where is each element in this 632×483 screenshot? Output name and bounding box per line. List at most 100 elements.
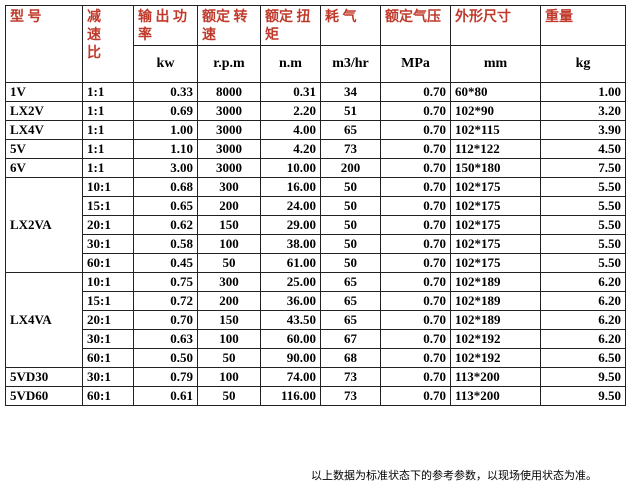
data-cell: 73	[320, 139, 381, 159]
header-row: 型 号 减速比 输 出 功 率额定 转速 额定 扭矩耗 气 额定气压 外形尺寸 重量	[5, 5, 626, 83]
data-cell: 4.00	[260, 120, 321, 140]
data-cell: 0.63	[133, 329, 198, 349]
model-cell: 6V	[5, 158, 83, 178]
data-cell: 5.50	[540, 253, 626, 273]
data-cell: 0.70	[380, 348, 451, 368]
data-cell: 102*90	[450, 101, 541, 121]
data-cell: 0.70	[380, 272, 451, 292]
data-cell: 116.00	[260, 386, 321, 406]
data-cell: 0.70	[380, 234, 451, 254]
model-cell: LX4VA	[5, 272, 83, 368]
data-cell: 102*175	[450, 196, 541, 216]
header-text: 输 出 功 率	[138, 10, 187, 43]
header-text: 额定气压	[385, 10, 441, 25]
data-row: 30:1 0.58 100 38.00 50 0.70 102*175 5.50	[6, 234, 626, 254]
data-cell: 30:1	[82, 329, 134, 349]
unit-cell: m3/hr	[320, 45, 381, 83]
data-cell: 0.70	[380, 329, 451, 349]
data-cell: 29.00	[260, 215, 321, 235]
data-cell: 3.90	[540, 120, 626, 140]
data-cell: 6.20	[540, 329, 626, 349]
unit-cell: kg	[540, 45, 626, 83]
header-text: 耗 气	[325, 10, 357, 25]
data-cell: 1.10	[133, 139, 198, 159]
data-row: 60:1 0.50 50 90.00 68 0.70 102*192 6.50	[6, 348, 626, 368]
data-cell: 67	[320, 329, 381, 349]
data-cell: 100	[197, 234, 261, 254]
data-cell: 112*122	[450, 139, 541, 159]
header-cell: 耗 气	[320, 5, 381, 46]
data-cell: 0.70	[380, 120, 451, 140]
unit-cell: mm	[450, 45, 541, 83]
data-cell: 9.50	[540, 367, 626, 387]
data-cell: 61.00	[260, 253, 321, 273]
data-cell: 38.00	[260, 234, 321, 254]
header-cell: 外形尺寸	[450, 5, 541, 46]
data-cell: 102*175	[450, 234, 541, 254]
data-cell: 74.00	[260, 367, 321, 387]
data-cell: 102*175	[450, 253, 541, 273]
data-cell: 43.50	[260, 310, 321, 330]
data-cell: 0.70	[380, 158, 451, 178]
data-cell: 8000	[197, 82, 261, 102]
data-cell: 150	[197, 310, 261, 330]
data-cell: 68	[320, 348, 381, 368]
data-row: LX2V 1:1 0.69 3000 2.20 51 0.70 102*90 3.20	[5, 101, 626, 121]
data-cell: 30:1	[82, 234, 134, 254]
data-cell: 50	[320, 215, 381, 235]
data-cell: 60*80	[450, 82, 541, 102]
data-cell: 5.50	[540, 177, 626, 197]
data-cell: 0.45	[133, 253, 198, 273]
header-cell: 额定 转速	[197, 5, 261, 46]
data-cell: 4.50	[540, 139, 626, 159]
data-cell: 0.58	[133, 234, 198, 254]
model-cell: 5V	[5, 139, 83, 159]
data-cell: 1.00	[540, 82, 626, 102]
header-text: 型 号	[10, 10, 42, 25]
data-row: 20:1 0.62 150 29.00 50 0.70 102*175 5.50	[6, 215, 626, 235]
model-cell: LX4V	[5, 120, 83, 140]
data-cell: 100	[197, 329, 261, 349]
header-text: 额定 扭矩	[265, 10, 311, 43]
data-cell: 0.70	[380, 215, 451, 235]
data-cell: 10.00	[260, 158, 321, 178]
model-cell: LX2V	[5, 101, 83, 121]
data-cell: 6.20	[540, 291, 626, 311]
data-cell: 100	[197, 367, 261, 387]
data-cell: 50	[320, 253, 381, 273]
header-cell: 额定气压	[380, 5, 451, 46]
data-cell: 15:1	[82, 291, 134, 311]
data-cell: 1:1	[82, 139, 134, 159]
data-cell: 60:1	[82, 386, 134, 406]
header-text: 重量	[545, 10, 573, 25]
data-cell: 4.20	[260, 139, 321, 159]
data-cell: 113*200	[450, 367, 541, 387]
data-cell: 150*180	[450, 158, 541, 178]
data-cell: 1:1	[82, 120, 134, 140]
data-cell: 34	[320, 82, 381, 102]
data-cell: 51	[320, 101, 381, 121]
unit-cell: MPa	[380, 45, 451, 83]
data-cell: 5.50	[540, 234, 626, 254]
data-cell: 30:1	[82, 367, 134, 387]
data-cell: 102*192	[450, 329, 541, 349]
data-cell: 0.50	[133, 348, 198, 368]
data-row: LX4VA 10:1 0.75 300 25.00 65 0.70 102*189 6.20	[5, 272, 626, 368]
unit-cell: n.m	[260, 45, 321, 83]
data-cell: 3000	[197, 101, 261, 121]
data-cell: 3.00	[133, 158, 198, 178]
data-row: LX2VA 10:1 0.68 300 16.00 50 0.70 102*175 5.50	[5, 177, 626, 273]
data-cell: 60:1	[82, 348, 134, 368]
data-cell: 9.50	[540, 386, 626, 406]
data-cell: 7.50	[540, 158, 626, 178]
data-cell: 5.50	[540, 196, 626, 216]
model-cell: 5VD30	[5, 367, 83, 387]
header-cell: 型 号	[5, 5, 83, 83]
data-cell: 6.20	[540, 310, 626, 330]
data-row: 5VD30 30:1 0.79 100 74.00 73 0.70 113*200 9.50	[5, 367, 626, 387]
header-cell: 重量	[540, 5, 626, 46]
unit-cell: r.p.m	[197, 45, 261, 83]
data-cell: 25.00	[260, 272, 321, 292]
data-cell: 0.31	[260, 82, 321, 102]
